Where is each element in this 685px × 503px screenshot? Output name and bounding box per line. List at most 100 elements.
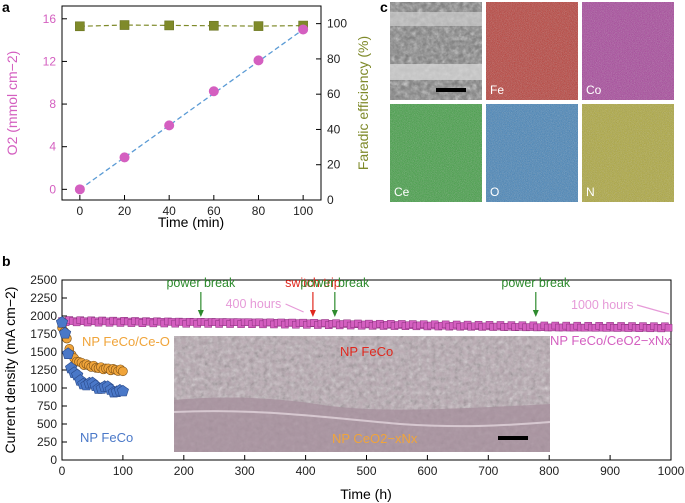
feco-point [55,316,69,328]
x-tick-label: 400 [296,464,316,478]
right-tick-label: 40 [327,122,341,136]
x-tick-label: 200 [174,464,194,478]
x-tick-label: 0 [59,464,66,478]
left-tick-label: 16 [43,12,57,26]
panel-b-x-axis-label: Time (h) [340,486,392,502]
panel-a-x-ticks: 0 20 40 60 80 100 [77,195,313,218]
right-tick-label: 60 [327,87,341,101]
sem-band [390,12,482,26]
x-tick-label: 800 [539,464,559,478]
x-tick-label: 80 [252,204,266,218]
y-tick-label: 500 [37,417,57,431]
eds-map-speckle [486,104,578,202]
panel-label-a: a [2,0,10,15]
eds-map-label: Co [586,83,602,97]
panel-label-c: c [380,0,388,15]
left-tick-label: 4 [49,140,56,154]
right-tick-label: 100 [327,17,347,31]
y-tick-label: 2500 [30,273,57,287]
faradic-efficiency-point [75,21,85,32]
y-tick-label: 0 [50,453,57,467]
x-tick-label: 60 [207,204,221,218]
x-tick-label: 40 [162,204,176,218]
annotation-label: switch trip [285,276,341,290]
feco-ceo2-point [664,324,673,332]
eds-map-speckle [582,2,674,100]
annotation-label: power break [300,276,370,290]
panel-a-chart: 0 20 40 60 80 100 0 4 8 12 16 0 20 40 60 80 100 Time (… [4,5,371,230]
y-tick-label: 2000 [30,309,57,323]
o2-fit-line [79,28,304,190]
x-tick-label: 100 [293,204,313,218]
eds-map-tile: O [486,104,578,202]
panel-a-x-axis-label: Time (min) [158,214,224,230]
x-tick-label: 900 [600,464,620,478]
x-tick-label: 1000 [658,464,685,478]
sem-band [390,64,482,80]
left-tick-label: 12 [43,54,57,68]
sem-inset-image: NP FeCo NP CeO2−xNx [173,336,551,452]
series-label-feco-ceo2: NP FeCo/CeO2−xNx [550,333,671,348]
o2-point [74,184,85,195]
left-tick-label: 0 [49,182,56,196]
x-tick-label: 0 [77,204,84,218]
x-tick-label: 600 [417,464,437,478]
eds-map-speckle [390,104,482,202]
o2-point [164,120,175,131]
sem-image-tile [390,2,482,100]
y-tick-label: 1250 [30,363,57,377]
y-tick-label: 250 [37,435,57,449]
panel-b-y-axis-label: Current density (mA cm−2) [2,287,18,454]
y-tick-label: 1750 [30,327,57,341]
o2-point [208,86,219,97]
eds-map-tile: Co [582,2,674,100]
faradic-efficiency-line [79,24,304,27]
panel-a-left-ticks: 0 4 8 12 16 [43,12,67,196]
y-tick-label: 750 [37,399,57,413]
annotation-label: power break [166,276,236,290]
annotation-arrowhead [309,310,316,317]
annotation-label: power break [501,276,571,290]
feco-ce-o-point [118,366,128,377]
right-tick-label: 20 [327,158,341,172]
panel-a-left-axis-label: O2 (mmol cm−2) [4,51,20,156]
sem-scale-bar [498,436,528,440]
annotation-arrowhead [197,310,204,317]
eds-map-tile: Fe [486,2,578,100]
sem-scale-bar [436,88,466,92]
o2-point [119,152,130,163]
eds-map-speckle [582,104,674,202]
panel-a-right-ticks: 0 20 40 60 80 100 [316,17,347,207]
x-tick-label: 300 [235,464,255,478]
series-label-feco: NP FeCo [80,430,133,445]
eds-map-label: Fe [490,83,504,97]
faradic-efficiency-point [164,20,174,31]
panel-c-eds-maps: Fe Co Ce O N [390,2,674,202]
y-tick-label: 1500 [30,345,57,359]
faradic-efficiency-point [253,21,264,31]
eds-map-label: N [586,185,595,199]
y-tick-label: 1000 [30,381,57,395]
o2-point [253,55,264,66]
annotation-arrowhead [331,310,338,317]
series-label-feco-ce-o: NP FeCo/Ce-O [82,334,170,349]
panel-b-chart: NP FeCo NP CeO2−xNx 0 100 200 300 400 500 600 7… [2,273,685,502]
sem-label-feco: NP FeCo [340,344,393,359]
x-tick-label: 100 [113,464,133,478]
panel-b-x-ticks: 0 100 200 300 400 500 600 700 800 900 1000 [59,455,685,478]
panel-label-b: b [2,253,11,269]
annotation-arrow [636,304,670,315]
annotation-400-hours: 400 hours [226,297,282,311]
eds-map-tile: Ce [390,104,482,202]
panel-a-right-axis-label: Faradic efficiency (%) [355,36,371,170]
y-tick-label: 2250 [30,291,57,305]
panel-b-marks [55,316,673,398]
annotation-1000-hours: 1000 hours [571,298,634,312]
feco-point [58,327,72,339]
x-tick-label: 500 [356,464,376,478]
feco-point [116,384,129,397]
right-tick-label: 80 [327,52,341,66]
o2-point [298,24,309,35]
